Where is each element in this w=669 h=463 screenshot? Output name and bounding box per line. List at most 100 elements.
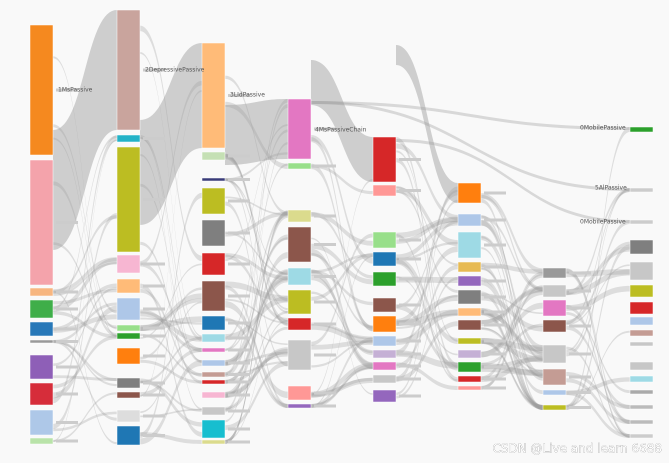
flow bbox=[225, 178, 288, 367]
flow bbox=[225, 270, 288, 398]
label-smudge bbox=[228, 262, 250, 266]
flow bbox=[566, 188, 630, 296]
flow bbox=[140, 317, 202, 325]
flow bbox=[225, 276, 288, 366]
flow bbox=[53, 135, 117, 310]
flow bbox=[396, 150, 458, 342]
node bbox=[372, 271, 397, 287]
label-smudge bbox=[314, 243, 336, 246]
node bbox=[457, 213, 482, 227]
flow bbox=[481, 273, 543, 390]
flow bbox=[566, 127, 630, 410]
labels: 1MsPassive 2DepressivePassive 3LIdPassive 4… bbox=[56, 67, 627, 444]
flow bbox=[311, 243, 373, 285]
flow bbox=[225, 163, 288, 351]
node bbox=[372, 374, 397, 384]
flow bbox=[311, 135, 373, 264]
flow bbox=[481, 219, 543, 352]
node bbox=[201, 252, 226, 276]
flow bbox=[53, 242, 117, 329]
flow bbox=[53, 139, 117, 442]
flow bbox=[396, 157, 458, 382]
flow bbox=[396, 264, 458, 369]
label-smudge bbox=[569, 289, 591, 293]
node bbox=[287, 385, 312, 401]
flow bbox=[225, 254, 288, 322]
flow bbox=[566, 378, 630, 424]
flow bbox=[225, 298, 288, 324]
node bbox=[457, 182, 482, 204]
label-smudge bbox=[228, 373, 250, 376]
label-smudge bbox=[56, 421, 78, 424]
flow bbox=[481, 323, 543, 366]
node bbox=[116, 425, 141, 446]
flow bbox=[140, 80, 202, 266]
flow bbox=[396, 189, 458, 356]
node bbox=[116, 134, 141, 143]
label-smudge bbox=[484, 218, 506, 222]
flow bbox=[481, 267, 543, 378]
flow bbox=[53, 340, 117, 421]
flow bbox=[53, 56, 117, 337]
flow bbox=[311, 340, 373, 368]
label-smudge bbox=[314, 391, 336, 395]
flow bbox=[140, 43, 202, 225]
label-smudge bbox=[314, 164, 336, 168]
flow bbox=[140, 360, 202, 445]
flow bbox=[225, 142, 288, 423]
flow bbox=[225, 124, 288, 262]
node bbox=[201, 333, 226, 343]
label-smudge bbox=[484, 191, 506, 195]
label-smudge bbox=[56, 307, 78, 311]
flow bbox=[481, 354, 543, 382]
label-smudge bbox=[56, 88, 78, 92]
flow bbox=[566, 304, 630, 424]
flow bbox=[53, 283, 117, 331]
node bbox=[29, 339, 54, 344]
watermark: CSDN @Live and learn 6688 bbox=[493, 442, 663, 456]
flow bbox=[53, 302, 117, 343]
node bbox=[457, 275, 482, 287]
flow bbox=[140, 154, 202, 411]
node bbox=[201, 280, 226, 312]
node bbox=[542, 319, 567, 333]
flow bbox=[566, 285, 630, 311]
node bbox=[372, 297, 397, 313]
label-smudge bbox=[569, 391, 591, 394]
flow bbox=[140, 378, 202, 427]
node bbox=[287, 267, 312, 286]
flow bbox=[53, 215, 117, 295]
label-smudge bbox=[569, 271, 591, 275]
node bbox=[629, 126, 654, 133]
node-label: 0MobilePassive bbox=[580, 125, 626, 132]
flow bbox=[396, 241, 458, 261]
flow bbox=[225, 99, 288, 165]
label-smudge bbox=[569, 352, 591, 356]
flow bbox=[566, 371, 630, 409]
flow bbox=[140, 311, 202, 342]
flow bbox=[140, 90, 202, 397]
flow bbox=[481, 285, 543, 390]
flow bbox=[481, 215, 543, 292]
node bbox=[29, 354, 54, 380]
label-smudge bbox=[399, 352, 421, 356]
node-label: 1MsPassive bbox=[58, 87, 93, 94]
label-smudge bbox=[314, 353, 336, 357]
flow bbox=[53, 375, 117, 381]
node bbox=[629, 389, 654, 395]
node bbox=[542, 284, 567, 298]
flow bbox=[311, 212, 373, 279]
flow bbox=[53, 257, 117, 294]
node bbox=[629, 219, 654, 225]
flow bbox=[140, 348, 202, 397]
flow bbox=[396, 258, 458, 371]
flow bbox=[225, 231, 288, 275]
flow bbox=[225, 296, 288, 341]
flow bbox=[396, 186, 458, 382]
flow bbox=[140, 293, 202, 331]
flow bbox=[481, 193, 543, 274]
node bbox=[116, 9, 141, 131]
flow bbox=[140, 25, 202, 262]
